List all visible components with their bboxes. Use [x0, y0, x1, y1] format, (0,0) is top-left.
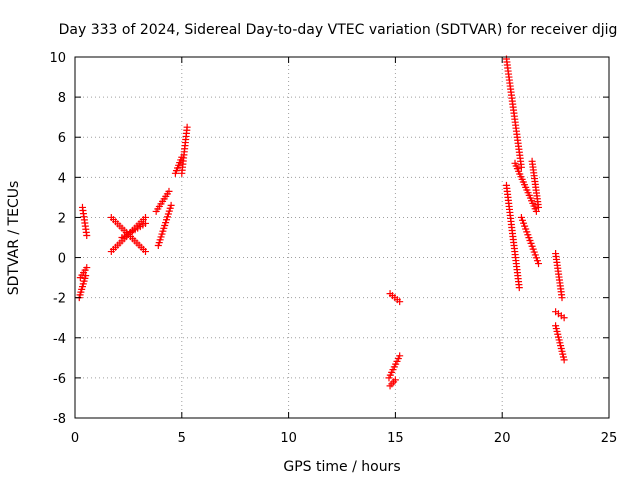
x-tick-label: 15 [387, 431, 404, 446]
y-tick-label: 4 [58, 171, 66, 186]
y-tick-label: -2 [53, 292, 66, 307]
y-tick-label: 2 [58, 211, 66, 226]
data-point-marker [183, 123, 191, 131]
data-point-marker [141, 248, 149, 256]
data-point-marker [558, 294, 566, 302]
y-tick-label: -6 [53, 372, 66, 387]
data-point-marker [83, 264, 91, 272]
data-point-marker [391, 376, 399, 384]
data-point-marker [165, 187, 173, 195]
data-point-marker [560, 356, 568, 364]
y-tick-label: -8 [53, 412, 66, 427]
data-point-marker [532, 207, 540, 215]
axis-ticks: 0 5 10 15 20 25 -8 -6 -4 -2 0 2 4 6 8 10 [49, 51, 617, 446]
data-point-marker [396, 298, 404, 306]
x-tick-label: 25 [601, 431, 618, 446]
y-axis-label: SDTVAR / TECUs [6, 181, 22, 296]
data-point-marker [535, 203, 543, 211]
x-tick-label: 5 [178, 431, 186, 446]
y-tick-label: 10 [49, 51, 66, 66]
data-point-marker [167, 201, 175, 209]
x-tick-label: 10 [280, 431, 297, 446]
y-tick-label: 0 [58, 252, 66, 267]
y-tick-label: 6 [58, 131, 66, 146]
x-axis-label: GPS time / hours [283, 459, 400, 475]
data-point-marker [515, 284, 523, 292]
chart-title: Day 333 of 2024, Sidereal Day-to-day VTE… [59, 22, 618, 38]
plot-frame [74, 56, 610, 419]
data-point-marker [517, 163, 525, 171]
data-point-marker [83, 231, 91, 239]
data-point-marker [535, 260, 543, 268]
data-point-marker [396, 352, 404, 360]
data-point-marker [560, 314, 568, 322]
data-point-marker [141, 219, 149, 227]
data-points [75, 55, 568, 390]
x-tick-label: 0 [71, 431, 79, 446]
y-tick-label: -4 [53, 332, 66, 347]
x-tick-label: 20 [494, 431, 511, 446]
data-point-marker [141, 213, 149, 221]
y-tick-label: 8 [58, 91, 66, 106]
